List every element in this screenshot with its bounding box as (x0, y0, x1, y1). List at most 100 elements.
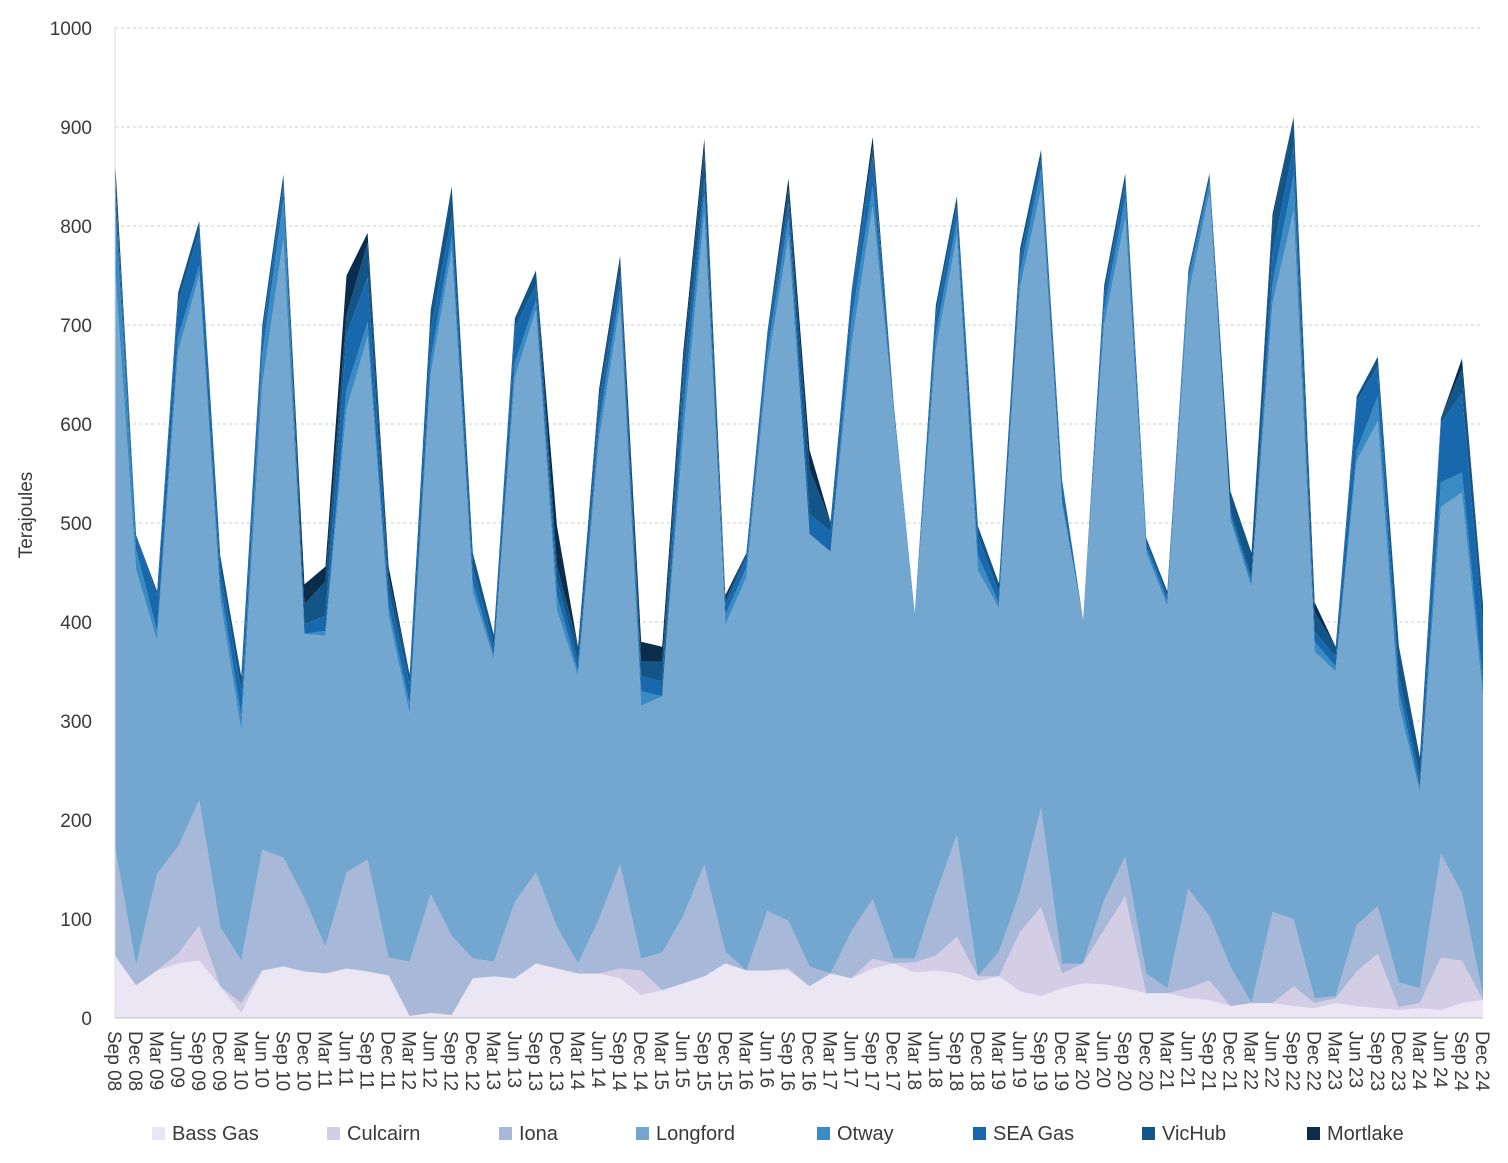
legend-label: Mortlake (1327, 1123, 1404, 1145)
x-tick-label: Dec 19 (1050, 1031, 1071, 1091)
legend-label: Longford (656, 1123, 735, 1145)
x-tick-label: Dec 18 (966, 1031, 987, 1091)
x-tick-label: Dec 23 (1387, 1031, 1408, 1091)
y-tick-label: 1000 (50, 19, 92, 40)
x-tick-label: Dec 20 (1134, 1031, 1155, 1091)
x-tick-label: Sep 10 (271, 1031, 292, 1091)
x-tick-label: Jun 15 (671, 1031, 692, 1088)
x-tick-label: Sep 19 (1029, 1031, 1050, 1091)
x-tick-label: Sep 24 (1450, 1031, 1471, 1092)
x-tick-label: Sep 14 (608, 1031, 629, 1092)
legend-label: Iona (519, 1123, 559, 1145)
x-tick-label: Sep 09 (187, 1031, 208, 1091)
area-series-iona (115, 800, 1483, 1017)
x-tick-label: Mar 09 (145, 1031, 166, 1090)
x-tick-label: Mar 10 (229, 1031, 250, 1090)
x-tick-label: Mar 17 (819, 1031, 840, 1090)
x-tick-label: Jun 22 (1261, 1031, 1282, 1088)
x-tick-label: Mar 19 (987, 1031, 1008, 1090)
x-tick-label: Dec 09 (208, 1031, 229, 1091)
x-tick-label: Dec 13 (545, 1031, 566, 1091)
x-tick-label: Dec 14 (629, 1031, 650, 1092)
y-tick-label: 100 (60, 910, 92, 931)
x-tick-label: Sep 22 (1282, 1031, 1303, 1091)
x-tick-label: Dec 11 (377, 1031, 398, 1090)
x-tick-label: Dec 16 (798, 1031, 819, 1091)
legend-label: Otway (837, 1123, 894, 1145)
x-tick-label: Mar 24 (1408, 1031, 1429, 1091)
y-tick-label: 900 (60, 118, 92, 139)
x-tick-label: Dec 12 (461, 1031, 482, 1091)
legend-swatch (817, 1127, 830, 1140)
x-tick-label: Dec 21 (1218, 1031, 1239, 1091)
area-series-culcairn (115, 896, 1483, 1017)
x-tick-label: Dec 24 (1471, 1031, 1492, 1092)
y-tick-label: 0 (81, 1009, 92, 1030)
x-tick-label: Sep 20 (1113, 1031, 1134, 1091)
x-tick-label: Dec 08 (124, 1031, 145, 1091)
y-tick-label: 400 (60, 613, 92, 634)
x-tick-label: Jun 16 (755, 1031, 776, 1088)
x-tick-label: Mar 22 (1239, 1031, 1260, 1090)
legend-swatch (1142, 1127, 1155, 1140)
legend-label: Bass Gas (172, 1123, 259, 1145)
legend-swatch (499, 1127, 512, 1140)
x-tick-label: Dec 10 (292, 1031, 313, 1091)
x-tick-label: Jun 14 (587, 1031, 608, 1088)
x-tick-label: Jun 13 (503, 1031, 524, 1088)
y-tick-label: 300 (60, 712, 92, 733)
area-series-otway (115, 169, 1483, 793)
y-tick-label: 600 (60, 415, 92, 436)
x-tick-label: Mar 11 (313, 1031, 334, 1089)
x-tick-label: Sep 17 (861, 1031, 882, 1091)
x-tick-label: Sep 12 (440, 1031, 461, 1091)
legend-label: Culcairn (347, 1123, 420, 1145)
area-series-group (115, 117, 1483, 1018)
area-series-longford (115, 189, 1483, 1004)
x-tick-label: Dec 17 (882, 1031, 903, 1091)
legend-label: VicHub (1162, 1123, 1226, 1145)
y-tick-label: 800 (60, 217, 92, 238)
x-tick-label: Sep 18 (945, 1031, 966, 1091)
x-tick-label: Mar 14 (566, 1031, 587, 1091)
legend-swatch (1307, 1127, 1320, 1140)
x-tick-label: Mar 16 (734, 1031, 755, 1090)
area-series-vichub (115, 117, 1483, 778)
legend-swatch (636, 1127, 649, 1140)
x-tick-label: Jun 11 (335, 1031, 356, 1087)
x-tick-label: Mar 15 (650, 1031, 671, 1090)
x-tick-label: Mar 20 (1071, 1031, 1092, 1090)
x-tick-label: Jun 09 (166, 1031, 187, 1088)
x-tick-label: Jun 23 (1345, 1031, 1366, 1088)
x-tick-label: Sep 16 (776, 1031, 797, 1091)
y-tick-label: 700 (60, 316, 92, 337)
area-series-sea-gas (115, 146, 1483, 788)
x-tick-label: Jun 18 (924, 1031, 945, 1088)
x-tick-label: Mar 13 (482, 1031, 503, 1090)
x-tick-label: Sep 23 (1366, 1031, 1387, 1091)
x-tick-label: Jun 19 (1008, 1031, 1029, 1088)
x-tick-label: Sep 21 (1197, 1031, 1218, 1091)
legend: Bass Gas Culcairn Iona Longford Otway SEA Gas… (152, 1123, 1404, 1145)
x-tick-label: Jun 24 (1429, 1031, 1450, 1088)
area-series-bass-gas (115, 955, 1483, 1018)
x-tick-label: Mar 12 (398, 1031, 419, 1090)
x-tick-label: Sep 13 (524, 1031, 545, 1091)
x-tick-label: Sep 11 (356, 1031, 377, 1090)
legend-swatch (152, 1127, 165, 1140)
x-tick-label: Mar 18 (903, 1031, 924, 1090)
y-axis-label: Terajoules (16, 472, 37, 559)
y-tick-label: 500 (60, 514, 92, 535)
x-tick-label: Jun 21 (1176, 1031, 1197, 1088)
x-tick-label: Jun 17 (840, 1031, 861, 1088)
legend-label: SEA Gas (993, 1123, 1074, 1145)
x-tick-label: Jun 10 (250, 1031, 271, 1088)
legend-swatch (973, 1127, 986, 1140)
y-tick-label: 200 (60, 811, 92, 832)
x-tick-label: Mar 23 (1324, 1031, 1345, 1090)
x-tick-label: Jun 12 (419, 1031, 440, 1088)
legend-swatch (327, 1127, 340, 1140)
x-tick-label: Jun 20 (1092, 1031, 1113, 1088)
